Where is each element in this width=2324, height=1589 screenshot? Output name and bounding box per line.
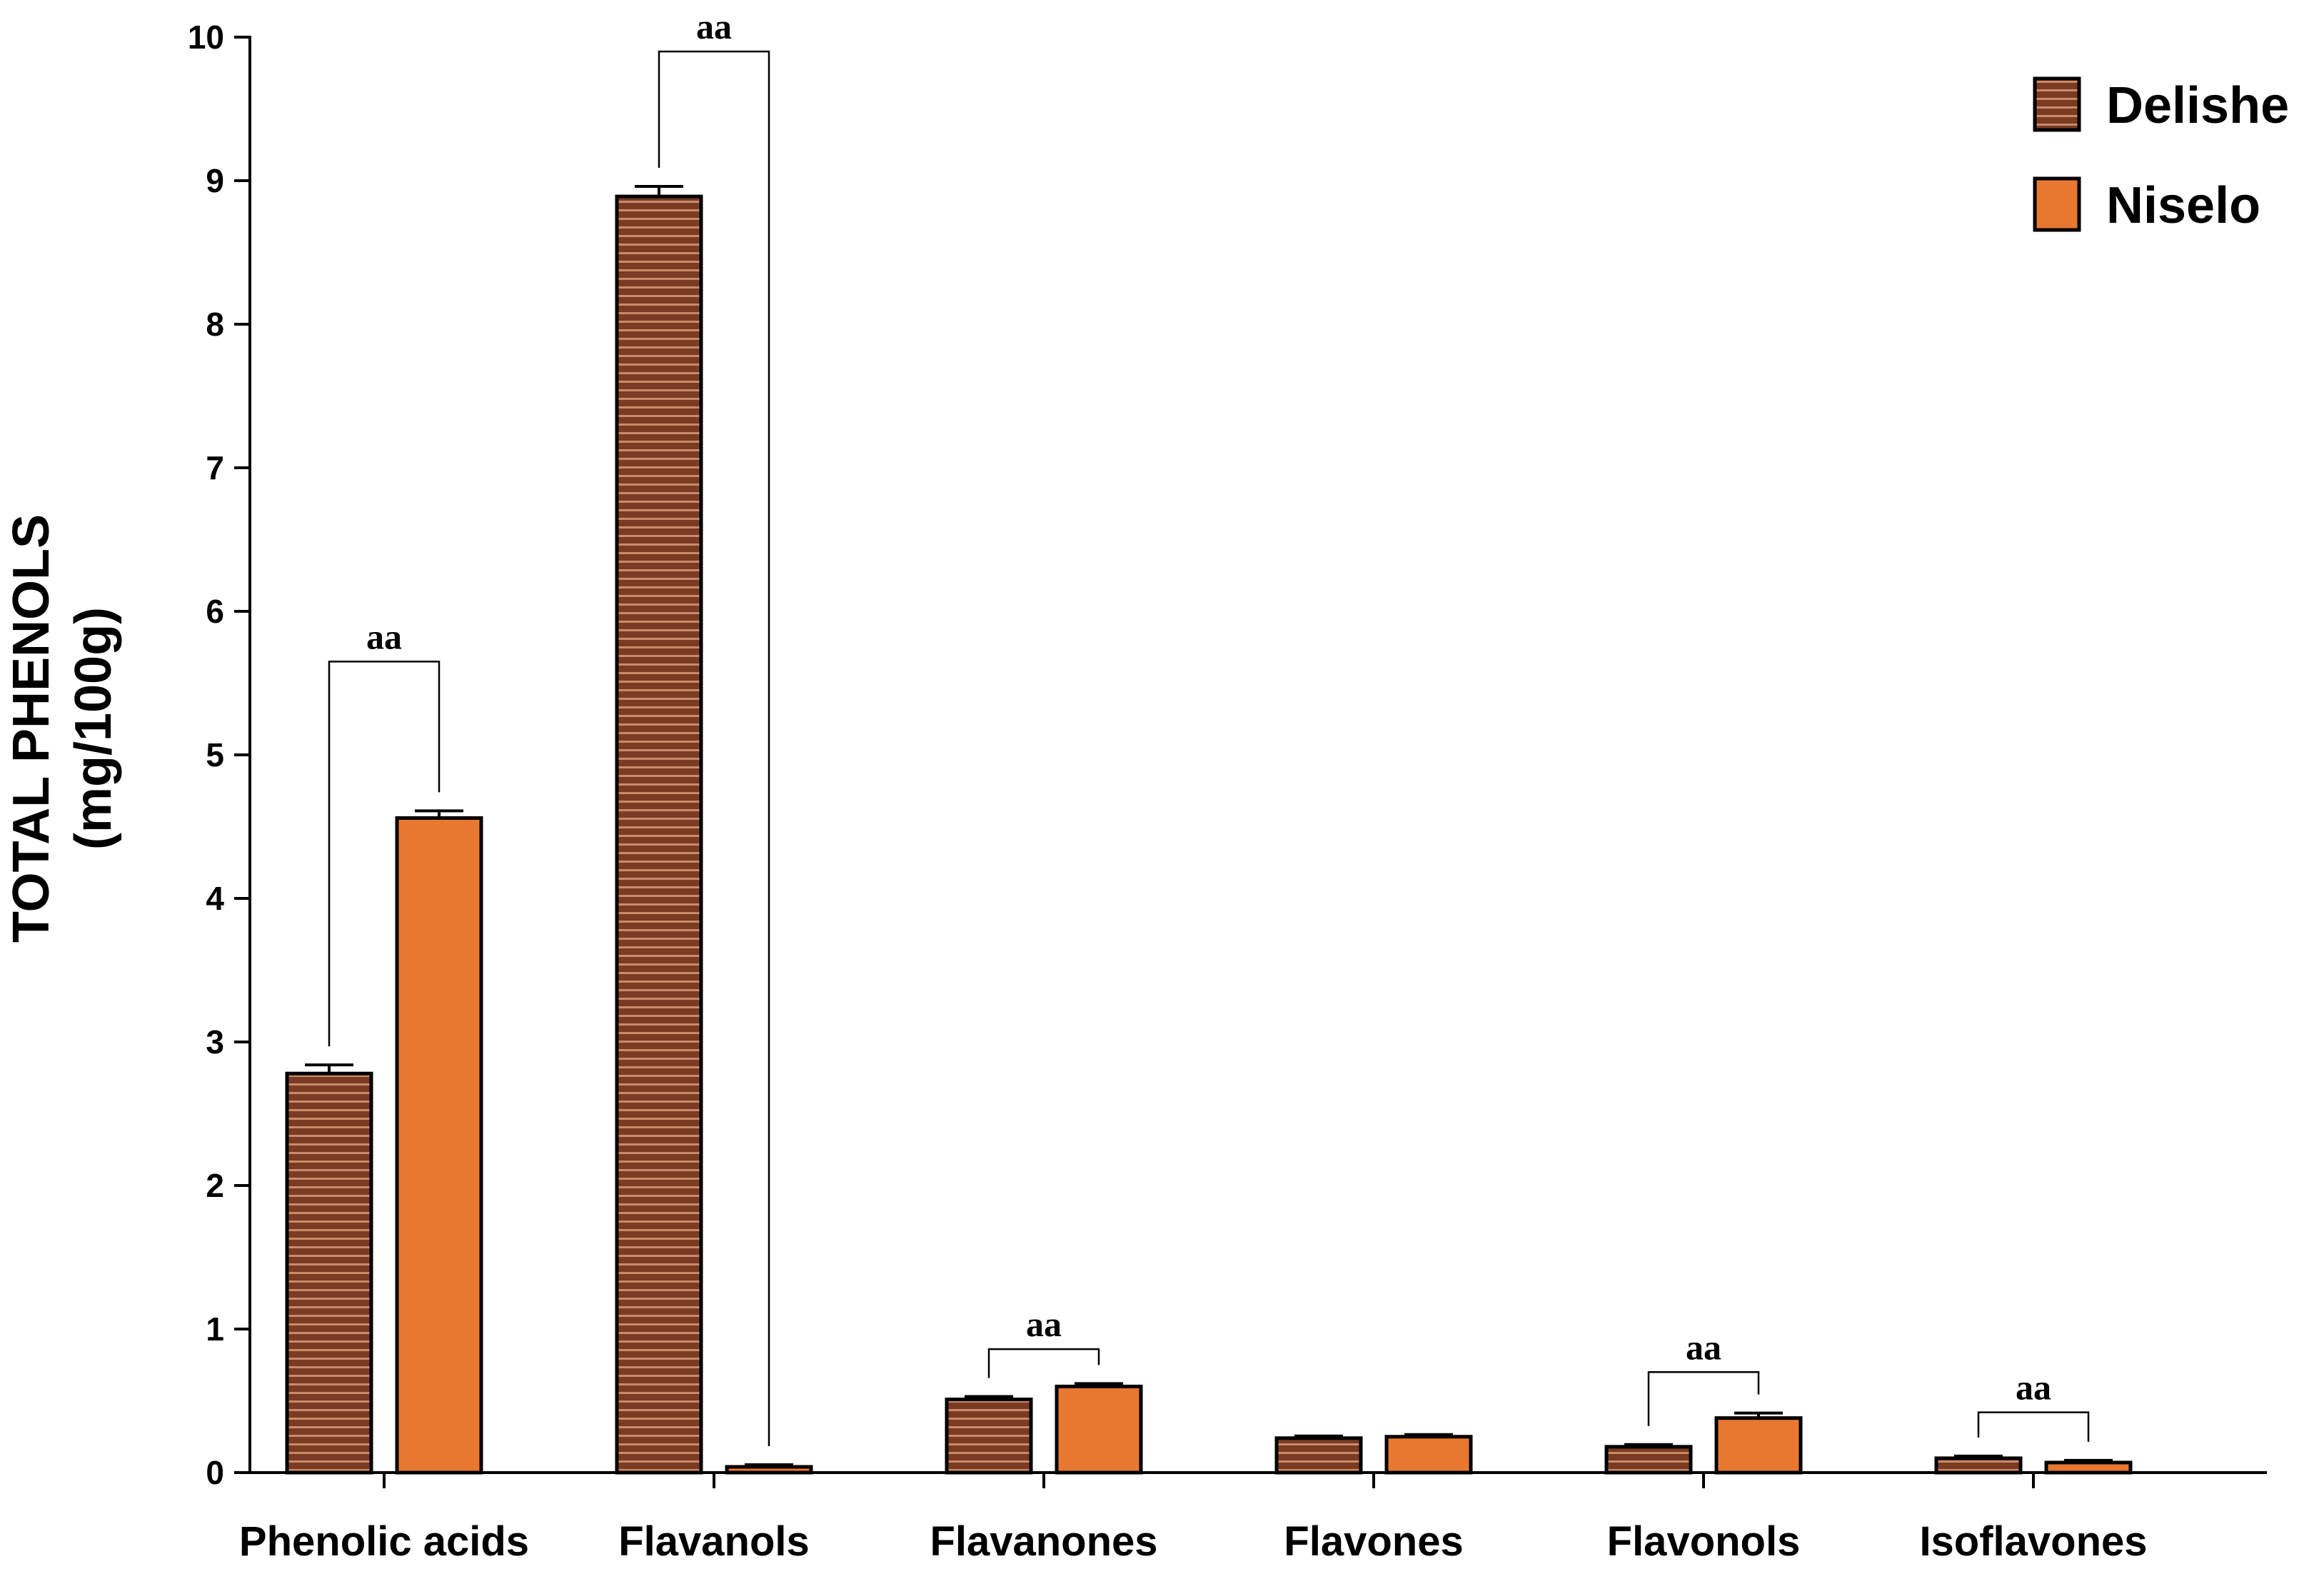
delishe-bar <box>285 1071 373 1475</box>
y-tick-label: 10 <box>188 19 224 56</box>
delishe-bar <box>1274 1436 1363 1475</box>
legend: Delishe Niselo <box>2033 76 2289 234</box>
y-tick-label: 5 <box>206 736 224 773</box>
significance-bracket <box>1647 1371 1760 1426</box>
significance-bracket <box>1977 1411 2090 1442</box>
y-tick-label: 8 <box>206 306 224 343</box>
significance-label: aa <box>1026 1304 1062 1344</box>
x-tick-label: Flavones <box>1284 1518 1463 1565</box>
bars <box>285 185 2133 1475</box>
niselo-legend-swatch <box>2033 176 2081 232</box>
delishe-legend-swatch <box>2033 76 2081 132</box>
axes: 0 1 2 3 4 5 6 7 8 9 10 Phenolic acids Flavanols Flava… <box>188 19 2267 1565</box>
significance-bracket <box>328 661 441 1047</box>
y-tick-label: 6 <box>206 593 224 630</box>
niselo-bar <box>1055 1384 1143 1475</box>
significance-label: aa <box>1686 1327 1721 1367</box>
y-tick-label: 0 <box>206 1454 224 1491</box>
y-tick-label: 3 <box>206 1023 224 1061</box>
niselo-bar <box>1714 1416 1803 1475</box>
x-tick-label: Phenolic acids <box>239 1518 529 1565</box>
significance-label: aa <box>696 6 732 46</box>
niselo-bar <box>725 1465 813 1475</box>
y-axis-label-line-2: (mg/100g) <box>65 607 122 850</box>
x-tick-label: Flavanones <box>930 1518 1157 1565</box>
y-axis-label-line-1: TOTAL PHENOLS <box>3 514 60 943</box>
niselo-bar <box>395 816 483 1475</box>
y-tick-label: 2 <box>206 1167 224 1204</box>
legend-label: Delishe <box>2106 77 2289 134</box>
y-tick-label: 4 <box>206 880 224 917</box>
niselo-bar <box>1384 1435 1473 1475</box>
significance-bracket <box>658 50 770 1446</box>
y-tick-label: 1 <box>206 1310 224 1348</box>
delishe-bar <box>1934 1456 2023 1475</box>
delishe-bar <box>945 1397 1033 1475</box>
x-tick-label: Flavonols <box>1607 1518 1801 1565</box>
significance-bracket <box>987 1348 1100 1378</box>
delishe-bar <box>615 194 703 1475</box>
x-tick-label: Isoflavones <box>1919 1518 2147 1565</box>
delishe-bar <box>1604 1445 1693 1475</box>
significance-annotations: aa aa aa aa aa <box>328 6 2090 1446</box>
legend-label: Niselo <box>2106 177 2260 234</box>
y-tick-label: 7 <box>206 449 224 486</box>
niselo-bar <box>2044 1460 2133 1475</box>
x-tick-label: Flavanols <box>618 1518 810 1565</box>
y-tick-label: 9 <box>206 162 224 199</box>
y-axis-label: TOTAL PHENOLS (mg/100g) <box>3 514 122 943</box>
significance-label: aa <box>2016 1368 2051 1408</box>
significance-label: aa <box>366 616 402 656</box>
